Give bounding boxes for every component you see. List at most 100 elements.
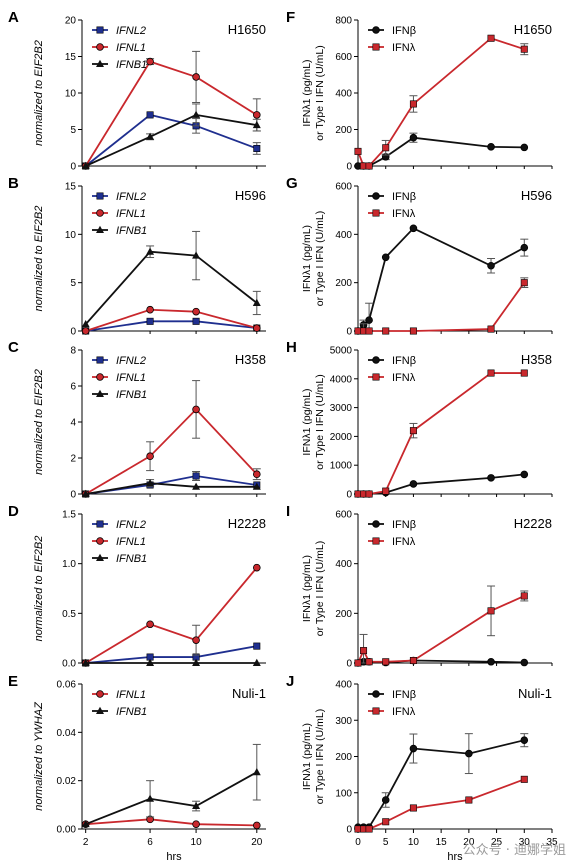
legend-marker: [96, 225, 104, 233]
data-point: [146, 658, 155, 666]
legend-marker: [96, 209, 104, 217]
y-tick-label: 4: [70, 418, 76, 429]
series-line: [84, 60, 258, 167]
panel-letter: H: [286, 339, 297, 356]
series-ifnb1: [81, 230, 261, 328]
y-tick-label: 0: [70, 327, 76, 338]
data-point: [192, 801, 201, 810]
panel-d: 0.0 0.5 1.0 1.5 normalized to EIF2B2 D H2228 IF…: [8, 503, 266, 670]
data-point: [354, 659, 362, 667]
data-point: [487, 474, 495, 482]
data-point: [520, 736, 529, 744]
y-axis-label: IFNλ1 (pg/mL)or Type I IFN (U/mL): [301, 211, 326, 307]
series-ifnl1: [81, 380, 261, 498]
data-point: [487, 325, 495, 333]
legend: IFNβ IFNλ: [368, 355, 416, 384]
data-point: [365, 825, 373, 833]
legend-label: IFNL2: [116, 191, 146, 203]
y-tick-label: 8: [70, 346, 76, 357]
y-tick-label: 20: [65, 16, 77, 27]
legend-label: IFNβ: [392, 519, 416, 531]
panel-letter: A: [8, 9, 19, 26]
data-point: [146, 452, 154, 461]
data-point: [409, 100, 417, 108]
data-point: [146, 57, 154, 66]
data-point: [382, 658, 390, 666]
legend-label: IFNβ: [392, 191, 416, 203]
legend-marker: [372, 43, 380, 51]
data-point: [487, 261, 495, 270]
y-tick-label: 0: [346, 327, 352, 338]
series-line: [85, 567, 258, 664]
y-tick-label: 4000: [330, 374, 353, 385]
y-tick-label: 0.02: [57, 776, 77, 787]
y-tick-label: 400: [335, 680, 352, 691]
y-tick-label: 5: [70, 278, 76, 289]
data-point: [146, 479, 155, 487]
legend-marker: [96, 43, 104, 51]
series-line: [85, 113, 258, 167]
data-point: [409, 744, 418, 753]
series-ifnlambda: [354, 34, 529, 170]
data-point: [81, 161, 90, 169]
y-tick-label: 0: [346, 490, 352, 501]
series-ifnl2: [82, 317, 261, 335]
data-point: [252, 821, 261, 830]
legend-marker: [96, 26, 104, 34]
x-tick-label: 35: [546, 837, 558, 848]
data-point: [192, 482, 201, 490]
data-point: [520, 45, 528, 53]
series-ifnlambda: [354, 585, 529, 667]
y-tick-label: 5000: [330, 346, 353, 357]
panel-letter: G: [286, 175, 298, 192]
legend: IFNL1 IFNB1: [92, 689, 147, 718]
legend-label: IFNλ: [392, 208, 416, 220]
legend: IFNβ IFNλ: [368, 689, 416, 718]
x-tick-label: 6: [147, 837, 153, 848]
y-tick-label: 200: [335, 752, 352, 763]
x-tick-label: 15: [436, 837, 448, 848]
panel-h: 0 1000 2000 3000 4000 5000 IFNλ1 (pg/mL)or Typ…: [286, 339, 553, 501]
data-point: [192, 472, 200, 480]
y-tick-label: 10: [65, 89, 77, 100]
series-ifnbeta: [354, 470, 529, 498]
legend-label: IFNB1: [116, 59, 147, 71]
legend-marker: [372, 690, 380, 698]
legend: IFNL2 IFNL1 IFNB1: [92, 519, 147, 565]
y-tick-label: 5: [70, 125, 76, 136]
cell-line-label: H358: [521, 352, 552, 367]
data-point: [354, 147, 362, 155]
series-ifnl1: [81, 50, 261, 170]
legend: IFNβ IFNλ: [368, 191, 416, 220]
series-ifnb1: [81, 743, 261, 828]
series-ifnb1: [81, 479, 261, 497]
panel-letter: D: [8, 503, 19, 520]
legend-marker: [372, 192, 380, 200]
y-axis-label: normalized to EIF2B2: [33, 206, 45, 312]
legend-label: IFNL2: [116, 25, 146, 37]
cell-line-label: Nuli-1: [232, 686, 266, 701]
data-point: [192, 317, 200, 325]
cell-line-label: H596: [521, 188, 552, 203]
data-point: [520, 775, 528, 783]
series-line: [85, 113, 257, 167]
y-tick-label: 0.06: [57, 680, 77, 691]
data-point: [252, 111, 261, 119]
watermark-text: 公众号 · 迪娜学姐: [462, 843, 566, 858]
panel-i: 0 200 400 600 IFNλ1 (pg/mL)or Type I IFN (U/…: [286, 503, 553, 670]
series-ifnbeta: [354, 132, 529, 170]
data-point: [146, 620, 154, 629]
data-point: [252, 120, 261, 129]
data-point: [520, 592, 528, 600]
panel-c: 0 2 4 6 8 normalized to EIF2B2 C H358 IFNL2 IFNL1…: [8, 339, 266, 501]
y-tick-label: 0.04: [57, 728, 77, 739]
panel-letter: I: [286, 503, 290, 520]
panel-letter: C: [8, 339, 19, 356]
data-point: [487, 34, 495, 42]
data-point: [365, 658, 373, 666]
data-point: [520, 658, 529, 667]
data-point: [520, 470, 529, 479]
series-ifnb1: [81, 658, 261, 666]
